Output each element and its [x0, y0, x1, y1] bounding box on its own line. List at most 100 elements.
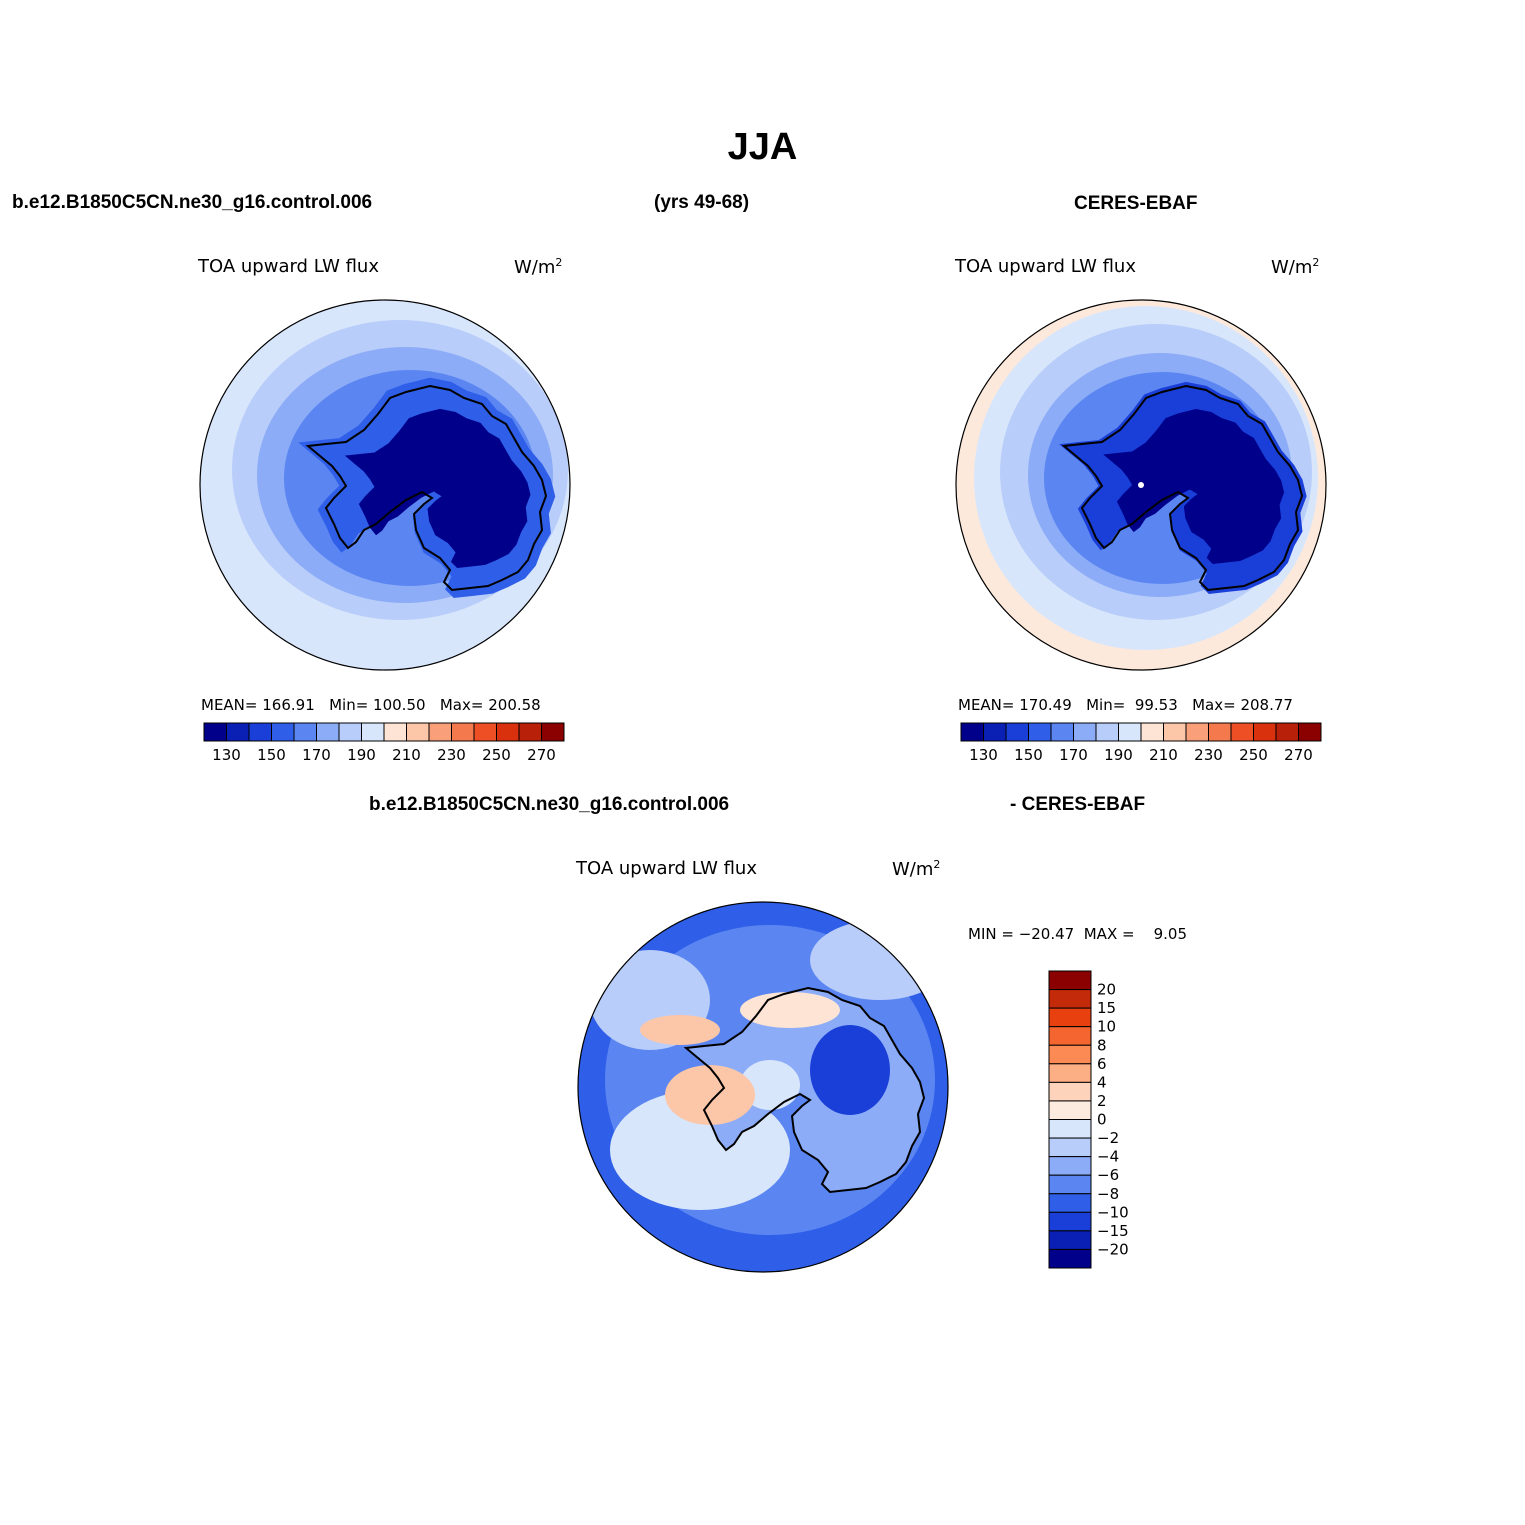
panel3-colorbar-box-5	[1048, 1063, 1092, 1083]
panel3-colorbar-box-0	[1048, 970, 1092, 991]
panel2-polar-map	[956, 300, 1326, 670]
panel1-colorbar-tick-label: 210	[392, 746, 421, 764]
panel3-colorbar-label: −4	[1097, 1148, 1119, 1166]
panel1-colorbar-tick-label: 150	[257, 746, 286, 764]
panel2-colorbar: 130 150 170 190 210 230 250 270	[960, 722, 1322, 764]
panel3-colorbar-box-3	[1048, 1026, 1092, 1046]
panel1-colorbar-tick-label: 250	[482, 746, 511, 764]
panel1-colorbar-box-2	[248, 722, 272, 742]
panel3-band-c	[810, 920, 948, 1000]
panel2-map-border	[955, 299, 1327, 671]
panel3-variable-label: TOA upward LW flux	[576, 858, 757, 879]
panel2-colorbar-box-7	[1118, 722, 1142, 742]
panel2-colorbar-box-0	[960, 722, 984, 742]
panel3-colorbar-box-6	[1048, 1081, 1092, 1102]
panel2-colorbar-box-13	[1253, 722, 1277, 742]
panel1-colorbar-box-13	[496, 722, 520, 742]
panel3-east-low	[810, 1025, 890, 1115]
panel1-variable-label: TOA upward LW flux	[198, 256, 379, 277]
panel2-colorbar-tick-label: 270	[1284, 746, 1313, 764]
panel2-colorbar-tick-label: 210	[1149, 746, 1178, 764]
diff-obs-header: - CERES-EBAF	[1010, 794, 1146, 815]
panel3-colorbar-label: 2	[1097, 1092, 1107, 1110]
panel1-colorbar-box-12	[473, 722, 497, 742]
panel3-colorbar-box-14	[1048, 1230, 1092, 1250]
panel2-colorbar-tick-label: 190	[1104, 746, 1133, 764]
panel1-map-border	[199, 299, 571, 671]
panel1-colorbar-tick-label: 270	[527, 746, 556, 764]
panel1-colorbar-tick-label: 190	[347, 746, 376, 764]
panel2-colorbar-tick-label: 170	[1059, 746, 1088, 764]
panel3-colorbar-label: −6	[1097, 1166, 1119, 1184]
panel1-colorbar-box-5	[316, 722, 340, 742]
panel2-min: 99.53	[1134, 696, 1178, 714]
panel2-colorbar-box-4	[1050, 722, 1074, 742]
panel3-colorbar-label: 8	[1097, 1036, 1107, 1054]
panel2-mean: 170.49	[1019, 696, 1072, 714]
panel3-colorbar-label: 20	[1097, 981, 1116, 999]
panel3-colorbar-box-7	[1048, 1100, 1092, 1120]
panel2-colorbar-tick-label: 250	[1239, 746, 1268, 764]
panel3-colorbar-box-12	[1048, 1193, 1092, 1213]
panel3-pos-west	[665, 1065, 755, 1125]
panel3-units: W/m2	[892, 858, 941, 880]
panel1-colorbar-box-1	[226, 722, 250, 742]
panel2-colorbar-tick-label: 230	[1194, 746, 1223, 764]
panel1-colorbar-box-11	[451, 722, 475, 742]
panel1-colorbar-box-15	[541, 722, 565, 742]
panel2-colorbar-box-6	[1095, 722, 1119, 742]
panel2-colorbar-box-10	[1185, 722, 1209, 742]
panel1-colorbar: 130 150 170 190 210 230 250 270	[203, 722, 565, 764]
panel3-colorbar-label: −10	[1097, 1203, 1129, 1221]
panel1-mean: 166.91	[262, 696, 315, 714]
panel1-colorbar-box-9	[406, 722, 430, 742]
panel3-colorbar-box-2	[1048, 1007, 1092, 1028]
panel1-colorbar-box-6	[338, 722, 362, 742]
panel3-colorbar-label: −15	[1097, 1222, 1129, 1240]
panel2-colorbar-box-15	[1298, 722, 1322, 742]
panel1-max: 200.58	[488, 696, 541, 714]
years-header: (yrs 49-68)	[654, 192, 750, 213]
panel2-colorbar-box-1	[983, 722, 1007, 742]
panel3-pos-peninsula	[640, 1015, 720, 1045]
panel2-stats: MEAN= 170.49 Min= 99.53 Max= 208.77	[958, 696, 1293, 714]
panel2-colorbar-box-3	[1028, 722, 1052, 742]
panel1-stats: MEAN= 166.91 Min= 100.50 Max= 200.58	[201, 696, 541, 714]
panel3-colorbar-label: 6	[1097, 1055, 1107, 1073]
panel3-colorbar-box-1	[1048, 989, 1092, 1009]
panel2-colorbar-box-14	[1275, 722, 1299, 742]
panel2-colorbar-box-2	[1005, 722, 1029, 742]
panel3-minmax: MIN = −20.47 MAX = 9.05	[968, 925, 1188, 943]
panel3-center-light	[740, 1060, 800, 1110]
obs-name-header: CERES-EBAF	[1074, 193, 1198, 214]
panel2-colorbar-box-12	[1230, 722, 1254, 742]
panel2-units: W/m2	[1271, 256, 1320, 278]
panel1-min: 100.50	[373, 696, 426, 714]
panel3-colorbar-box-9	[1048, 1137, 1092, 1158]
panel1-colorbar-box-10	[428, 722, 452, 742]
panel1-colorbar-box-14	[518, 722, 542, 742]
panel3-colorbar-box-4	[1048, 1044, 1092, 1065]
panel2-pole-dot	[1138, 482, 1144, 488]
page-title: JJA	[727, 126, 798, 168]
panel3-map-border	[577, 901, 949, 1273]
panel2-max: 208.77	[1240, 696, 1293, 714]
panel3-colorbar-box-11	[1048, 1174, 1092, 1195]
case-name-header: b.e12.B1850C5CN.ne30_g16.control.006	[12, 192, 373, 213]
panel3-colorbar-label: 10	[1097, 1018, 1116, 1036]
panel3-colorbar-box-13	[1048, 1211, 1092, 1232]
panel1-colorbar-box-0	[203, 722, 227, 742]
panel2-colorbar-tick-label: 130	[969, 746, 998, 764]
panel2-colorbar-box-9	[1163, 722, 1187, 742]
panel3-colorbar-label: −2	[1097, 1129, 1119, 1147]
panel2-colorbar-box-11	[1208, 722, 1232, 742]
panel3-colorbar-label: 0	[1097, 1111, 1107, 1129]
diff-case-header: b.e12.B1850C5CN.ne30_g16.control.006	[369, 794, 730, 815]
panel2-variable-label: TOA upward LW flux	[955, 256, 1136, 277]
panel3-colorbar-label: −20	[1097, 1240, 1129, 1258]
panel1-colorbar-box-4	[293, 722, 317, 742]
panel1-polar-map	[200, 300, 570, 670]
panel1-colorbar-tick-label: 130	[212, 746, 241, 764]
